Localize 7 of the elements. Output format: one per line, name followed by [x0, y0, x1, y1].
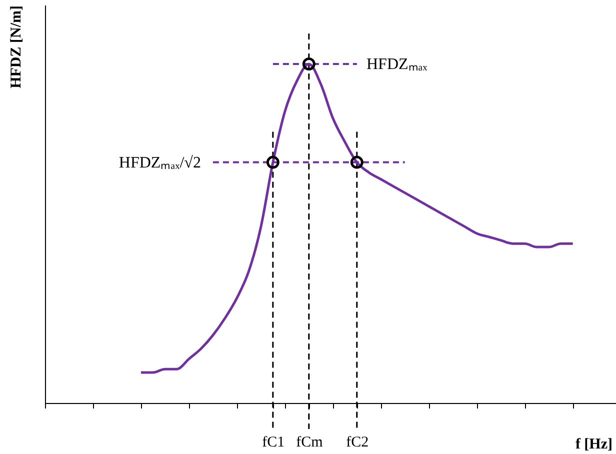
ref-line-label: HFDZₘₐₓ [366, 56, 428, 73]
x-tick-label: fCm [296, 434, 324, 450]
x-tick-label: fC1 [262, 434, 285, 450]
x-tick-label: fC2 [346, 434, 369, 450]
ref-line-label: HFDZₘₐₓ/√2 [118, 154, 201, 172]
y-axis-title: HFDZ [N/m] [8, 6, 24, 88]
x-axis-title: f [Hz] [575, 436, 612, 452]
